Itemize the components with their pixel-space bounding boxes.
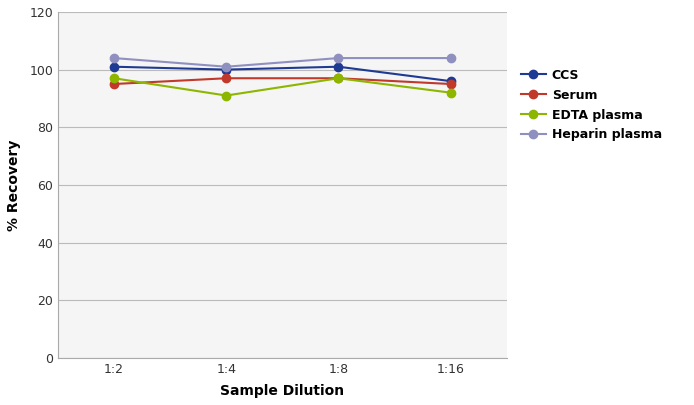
Heparin plasma xyxy=(335,55,343,60)
Y-axis label: % Recovery: % Recovery xyxy=(7,139,21,230)
Heparin plasma xyxy=(222,64,230,69)
Serum xyxy=(222,76,230,81)
X-axis label: Sample Dilution: Sample Dilution xyxy=(220,384,344,398)
CCS xyxy=(446,79,455,83)
Serum xyxy=(335,76,343,81)
CCS xyxy=(110,64,118,69)
Line: Serum: Serum xyxy=(110,74,455,88)
Line: EDTA plasma: EDTA plasma xyxy=(110,74,455,100)
Serum xyxy=(110,81,118,86)
Legend: CCS, Serum, EDTA plasma, Heparin plasma: CCS, Serum, EDTA plasma, Heparin plasma xyxy=(516,64,667,147)
CCS xyxy=(335,64,343,69)
Heparin plasma xyxy=(110,55,118,60)
CCS xyxy=(222,67,230,72)
EDTA plasma xyxy=(446,90,455,95)
EDTA plasma xyxy=(110,76,118,81)
Serum xyxy=(446,81,455,86)
EDTA plasma xyxy=(222,93,230,98)
Line: Heparin plasma: Heparin plasma xyxy=(110,54,455,71)
Heparin plasma xyxy=(446,55,455,60)
Line: CCS: CCS xyxy=(110,62,455,85)
EDTA plasma xyxy=(335,76,343,81)
